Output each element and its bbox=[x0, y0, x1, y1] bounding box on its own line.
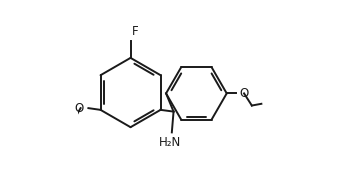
Text: O: O bbox=[75, 102, 84, 115]
Text: H₂N: H₂N bbox=[159, 136, 181, 149]
Text: F: F bbox=[132, 25, 139, 38]
Text: O: O bbox=[240, 87, 249, 100]
